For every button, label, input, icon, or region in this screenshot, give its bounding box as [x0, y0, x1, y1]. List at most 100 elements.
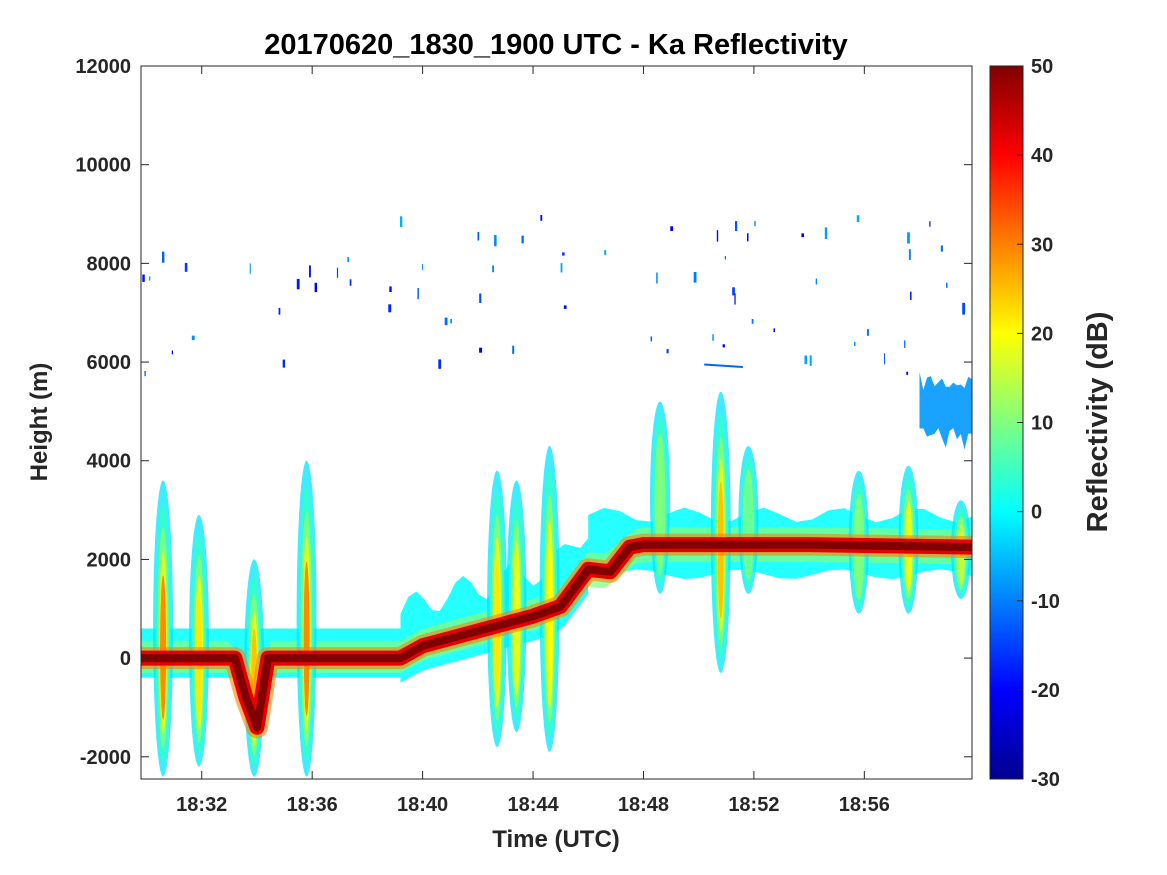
speckle [906, 371, 909, 375]
x-axis-label: Time (UTC) [492, 826, 620, 853]
speckle [940, 245, 943, 252]
speckle [417, 288, 419, 300]
speckle [712, 334, 714, 341]
speckle [747, 233, 749, 242]
speckle [804, 355, 808, 365]
speckle [296, 278, 300, 290]
speckle-streak [704, 363, 743, 368]
speckle [184, 262, 188, 272]
speckle [162, 251, 165, 263]
colorbar-tick-label: 50 [1031, 56, 1053, 78]
speckle [479, 347, 483, 353]
plot-area [141, 215, 972, 777]
speckle [479, 293, 482, 303]
x-tick-label: 18:40 [397, 794, 448, 816]
speckle [512, 345, 515, 354]
speckle [171, 350, 173, 355]
speckle [773, 328, 775, 333]
plot-frame [140, 65, 973, 780]
upper-cell-0 [919, 371, 972, 450]
speckle [751, 319, 754, 324]
colorbar-tick-label: 10 [1031, 413, 1053, 435]
x-tick-label: 18:48 [618, 794, 669, 816]
colorbar-tick-label: 20 [1031, 323, 1053, 345]
colorbar-tick-label: -30 [1031, 769, 1060, 791]
speckle [148, 276, 151, 281]
speckle [670, 226, 674, 231]
speckle [444, 317, 448, 326]
colorbar-tick-label: -10 [1031, 591, 1060, 613]
speckle [560, 263, 563, 273]
speckle [349, 279, 352, 286]
speckle [867, 329, 869, 336]
speckle [962, 302, 966, 315]
x-tick-label: 18:52 [728, 794, 779, 816]
x-axis-ticks: 18:32 18:36 18:40 18:44 18:48 18:52 18:56 [176, 66, 890, 816]
y-tick-label: 12000 [75, 56, 131, 78]
speckle [282, 359, 285, 368]
speckle [278, 307, 281, 315]
speckle [191, 335, 195, 340]
speckle [492, 265, 494, 273]
speckle [734, 293, 736, 305]
surface-echo-core [141, 540, 972, 732]
speckle [732, 287, 735, 296]
speckle [908, 249, 911, 260]
colorbar-ticks: 50 40 30 20 10 0 -10 -20 -30 [1017, 56, 1060, 791]
y-tick-label: 0 [120, 648, 131, 670]
speckle [815, 278, 817, 285]
speckle [563, 305, 567, 309]
speckle [562, 252, 565, 256]
speckle [884, 353, 886, 365]
colorbar-label: Reflectivity (dB) [1082, 312, 1114, 533]
speckle [438, 359, 442, 369]
speckle [450, 319, 452, 324]
speckle [336, 267, 339, 278]
speckle [400, 216, 403, 228]
colorbar-tick-label: -20 [1031, 680, 1060, 702]
speckle [144, 371, 146, 377]
colorbar-tick-label: 40 [1031, 145, 1053, 167]
speckle [824, 227, 828, 239]
y-axis-ticks: 12000 10000 8000 6000 4000 2000 0 -2000 [75, 56, 972, 769]
speckle [540, 215, 543, 221]
speckle [929, 221, 931, 227]
speckle [314, 282, 318, 293]
speckle [907, 232, 910, 244]
y-tick-label: 2000 [87, 549, 132, 571]
speckle [494, 235, 497, 247]
speckle [854, 341, 856, 346]
speckle [809, 355, 812, 366]
chart-title: 20170620_1830_1900 UTC - Ka Reflectivity [264, 29, 848, 61]
speckle [389, 286, 392, 292]
x-tick-label: 18:56 [839, 794, 890, 816]
speckle [722, 344, 725, 348]
speckle [801, 233, 804, 238]
speckle [735, 221, 738, 232]
speckle [650, 336, 653, 342]
echo-speckle [142, 215, 966, 377]
x-tick-label: 18:44 [507, 794, 559, 816]
y-tick-label: 4000 [87, 451, 132, 473]
y-axis-label: Height (m) [26, 363, 53, 482]
y-tick-label: -2000 [80, 747, 131, 769]
speckle [142, 274, 145, 282]
speckle [309, 265, 311, 278]
speckle [904, 340, 906, 348]
x-tick-label: 18:32 [176, 794, 227, 816]
speckle [656, 272, 658, 284]
speckle [716, 230, 719, 242]
x-tick-label: 18:36 [287, 794, 338, 816]
speckle [910, 291, 912, 300]
speckle [693, 272, 697, 283]
speckle [249, 263, 251, 275]
speckle [421, 264, 424, 270]
speckle [477, 231, 480, 241]
speckle [666, 349, 669, 354]
speckle [347, 257, 350, 263]
colorbar-tick-label: 30 [1031, 234, 1053, 256]
echo-column-3-level-4 [303, 561, 310, 716]
surface-echo [141, 533, 972, 739]
speckle [521, 235, 524, 244]
